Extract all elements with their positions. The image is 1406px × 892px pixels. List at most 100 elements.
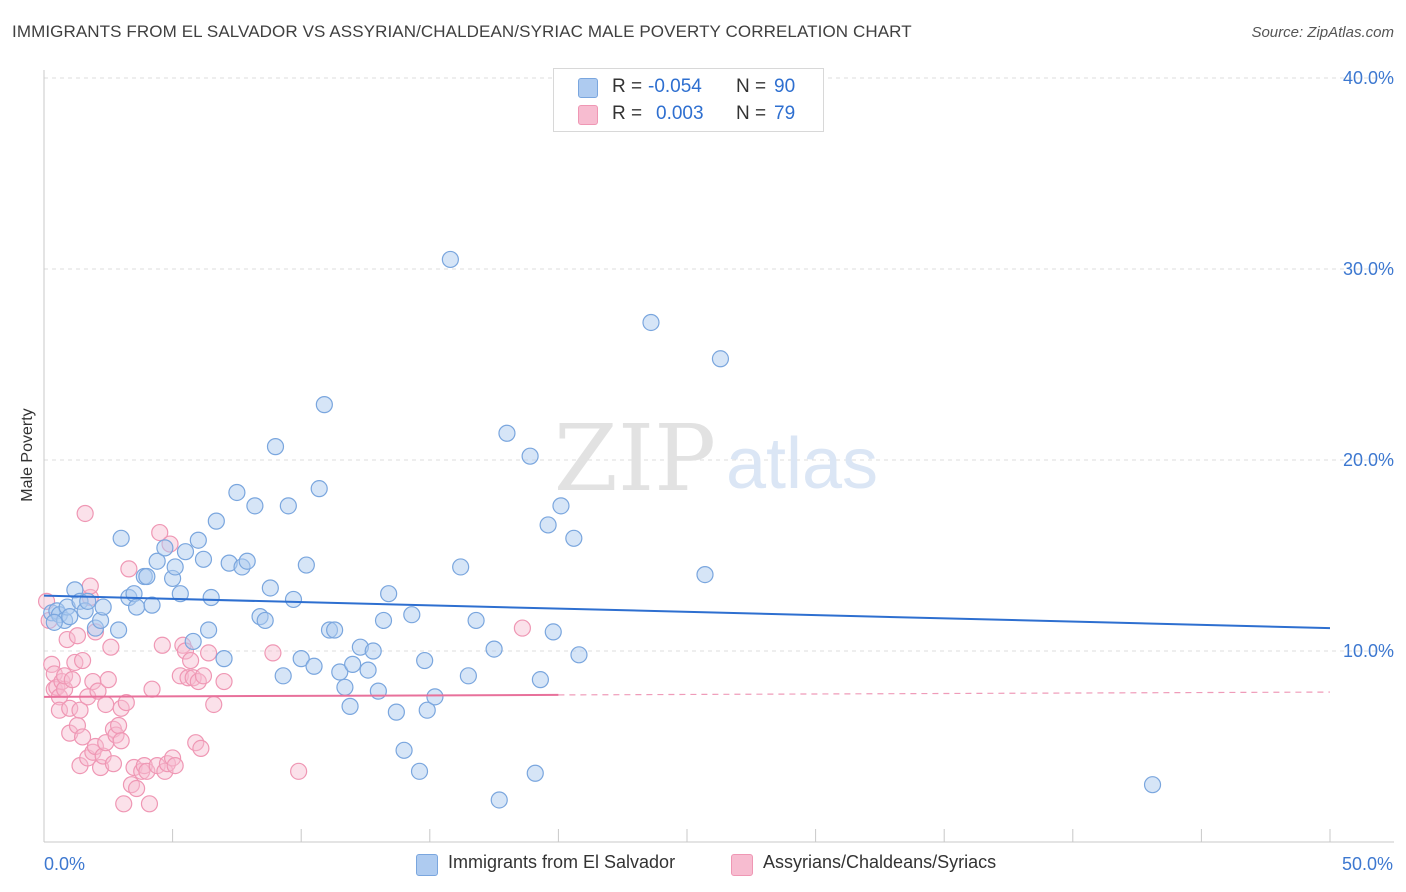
r-value: -0.054: [648, 76, 702, 97]
data-point-el-salvador: [711, 350, 730, 368]
data-point-assyrian: [68, 627, 87, 645]
data-point-el-salvador: [395, 741, 413, 759]
y-tick-labels: 10.0% 20.0% 30.0% 40.0%: [1343, 68, 1394, 661]
data-point-el-salvador: [184, 632, 202, 651]
data-point-el-salvador: [459, 667, 477, 685]
data-point-assyrian: [205, 695, 223, 714]
data-point-el-salvador: [565, 529, 583, 547]
data-point-el-salvador: [452, 558, 470, 576]
data-point-el-salvador: [544, 623, 562, 641]
data-point-el-salvador: [138, 567, 156, 586]
data-point-el-salvador: [642, 313, 660, 332]
n-value: 79: [774, 103, 796, 124]
data-point-el-salvador: [45, 613, 63, 631]
pink-swatch: [731, 854, 753, 876]
data-point-el-salvador: [305, 657, 323, 675]
data-point-el-salvador: [418, 701, 436, 719]
data-point-el-salvador: [570, 646, 588, 664]
data-point-el-salvador: [490, 791, 508, 809]
data-point-assyrian: [73, 651, 92, 670]
data-point-assyrian: [290, 762, 308, 780]
data-point-assyrian: [102, 638, 120, 656]
data-point-el-salvador: [166, 558, 184, 576]
data-point-assyrian: [215, 672, 233, 691]
data-point-assyrian: [513, 619, 531, 637]
n-label: N =: [736, 76, 767, 97]
watermark-atlas: atlas: [726, 424, 878, 504]
data-point-assyrian: [153, 636, 171, 654]
data-point-el-salvador: [215, 650, 233, 668]
data-point-el-salvador: [194, 550, 213, 568]
r-label: R =: [612, 76, 643, 97]
data-point-assyrian: [166, 756, 184, 775]
data-point-assyrian: [182, 651, 200, 670]
data-point-assyrian: [140, 795, 159, 813]
data-point-assyrian: [138, 762, 156, 780]
y-tick-label: 30.0%: [1343, 259, 1394, 279]
data-point-el-salvador: [344, 655, 362, 673]
data-point-el-salvador: [261, 579, 279, 597]
data-point-el-salvador: [441, 250, 459, 269]
data-point-el-salvador: [200, 621, 218, 639]
n-label: N =: [736, 103, 767, 124]
legend-label: Immigrants from El Salvador: [448, 852, 676, 872]
data-point-el-salvador: [539, 516, 557, 534]
data-point-el-salvador: [552, 497, 570, 515]
watermark-zip: ZIP: [554, 405, 716, 512]
pink-series-points: [37, 504, 531, 813]
data-point-el-salvador: [143, 596, 161, 614]
data-point-el-salvador: [336, 678, 354, 696]
data-point-el-salvador: [341, 697, 359, 715]
data-point-el-salvador: [292, 650, 310, 668]
data-point-el-salvador: [485, 640, 503, 658]
data-point-el-salvador: [176, 543, 195, 561]
data-point-assyrian: [73, 728, 92, 746]
x-tick-label: 0.0%: [44, 854, 85, 874]
data-point-el-salvador: [246, 497, 264, 515]
data-point-el-salvador: [238, 552, 256, 570]
data-point-assyrian: [99, 671, 117, 689]
data-point-el-salvador: [156, 539, 174, 557]
data-point-el-salvador: [61, 608, 79, 626]
data-point-el-salvador: [315, 396, 333, 414]
data-point-el-salvador: [256, 611, 274, 630]
chart-title: IMMIGRANTS FROM EL SALVADOR VS ASSYRIAN/…: [12, 22, 912, 41]
blue-swatch: [578, 78, 598, 98]
data-point-assyrian: [63, 671, 81, 689]
data-point-el-salvador: [403, 606, 421, 624]
x-tick-label: 50.0%: [1342, 854, 1393, 874]
data-point-assyrian: [43, 655, 61, 673]
data-point-assyrian: [151, 523, 169, 542]
data-point-assyrian: [61, 699, 79, 717]
data-point-assyrian: [76, 504, 94, 523]
data-point-el-salvador: [228, 483, 246, 502]
source-label: Source: ZipAtlas.com: [1251, 24, 1394, 41]
data-point-el-salvador: [531, 671, 549, 689]
axes: [43, 70, 1394, 843]
r-value: 0.003: [656, 103, 704, 124]
data-point-assyrian: [117, 693, 135, 712]
trend-line-assyrian-extension: [558, 691, 1331, 696]
x-ticks: [43, 829, 1331, 842]
watermark: ZIP atlas: [554, 405, 878, 512]
correlation-legend: R = -0.054 N = 90 R = 0.003 N = 79: [553, 68, 824, 132]
trend-line-assyrian: [43, 693, 559, 698]
legend-label: Assyrians/Chaldeans/Syriacs: [763, 852, 997, 872]
data-point-assyrian: [264, 644, 282, 662]
data-point-assyrian: [194, 667, 213, 685]
data-point-assyrian: [143, 680, 161, 698]
data-point-el-salvador: [410, 762, 429, 780]
data-point-el-salvador: [467, 611, 485, 630]
trend-line-el-salvador: [43, 594, 1331, 630]
data-point-assyrian: [112, 732, 130, 750]
data-point-el-salvador: [94, 598, 112, 616]
y-tick-label: 10.0%: [1343, 641, 1394, 661]
data-point-el-salvador: [326, 621, 344, 639]
data-point-el-salvador: [331, 663, 349, 681]
data-point-assyrian: [89, 682, 107, 700]
data-point-el-salvador: [109, 621, 128, 639]
data-point-assyrian: [192, 739, 210, 758]
data-point-el-salvador: [266, 438, 285, 456]
data-point-el-salvador: [148, 552, 166, 570]
